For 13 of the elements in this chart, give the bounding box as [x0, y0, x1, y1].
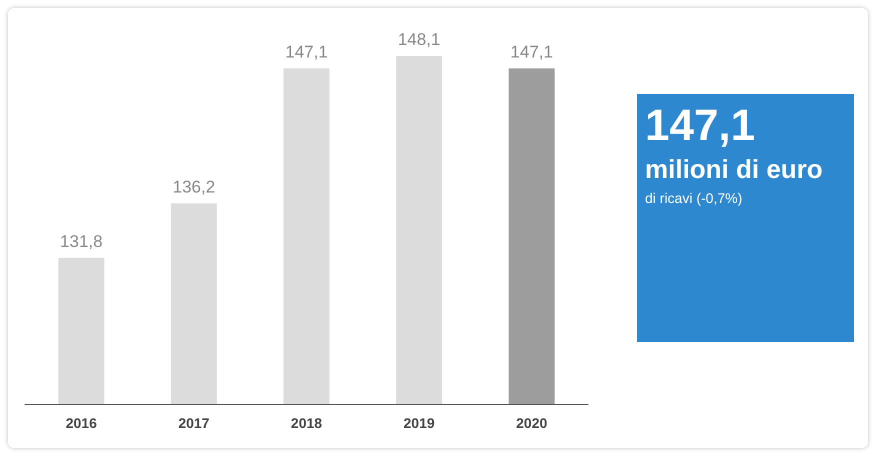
- text: 147,1: [645, 100, 756, 152]
- data-label: 131,8: [60, 232, 103, 251]
- data-label: 148,1: [398, 30, 440, 49]
- x-tick-label: 2018: [290, 415, 322, 431]
- x-tick-label: 2019: [404, 415, 435, 431]
- x-tick-label: 2016: [66, 415, 98, 431]
- text: di ricavi (-0,7%): [645, 190, 744, 206]
- data-label: 147,1: [285, 42, 328, 62]
- data-label: 136,2: [172, 177, 216, 196]
- x-tick-label: 2020: [516, 415, 548, 431]
- data-label: 147,1: [510, 42, 553, 62]
- text: milioni di euro: [645, 153, 824, 186]
- x-tick-label: 2017: [178, 415, 210, 431]
